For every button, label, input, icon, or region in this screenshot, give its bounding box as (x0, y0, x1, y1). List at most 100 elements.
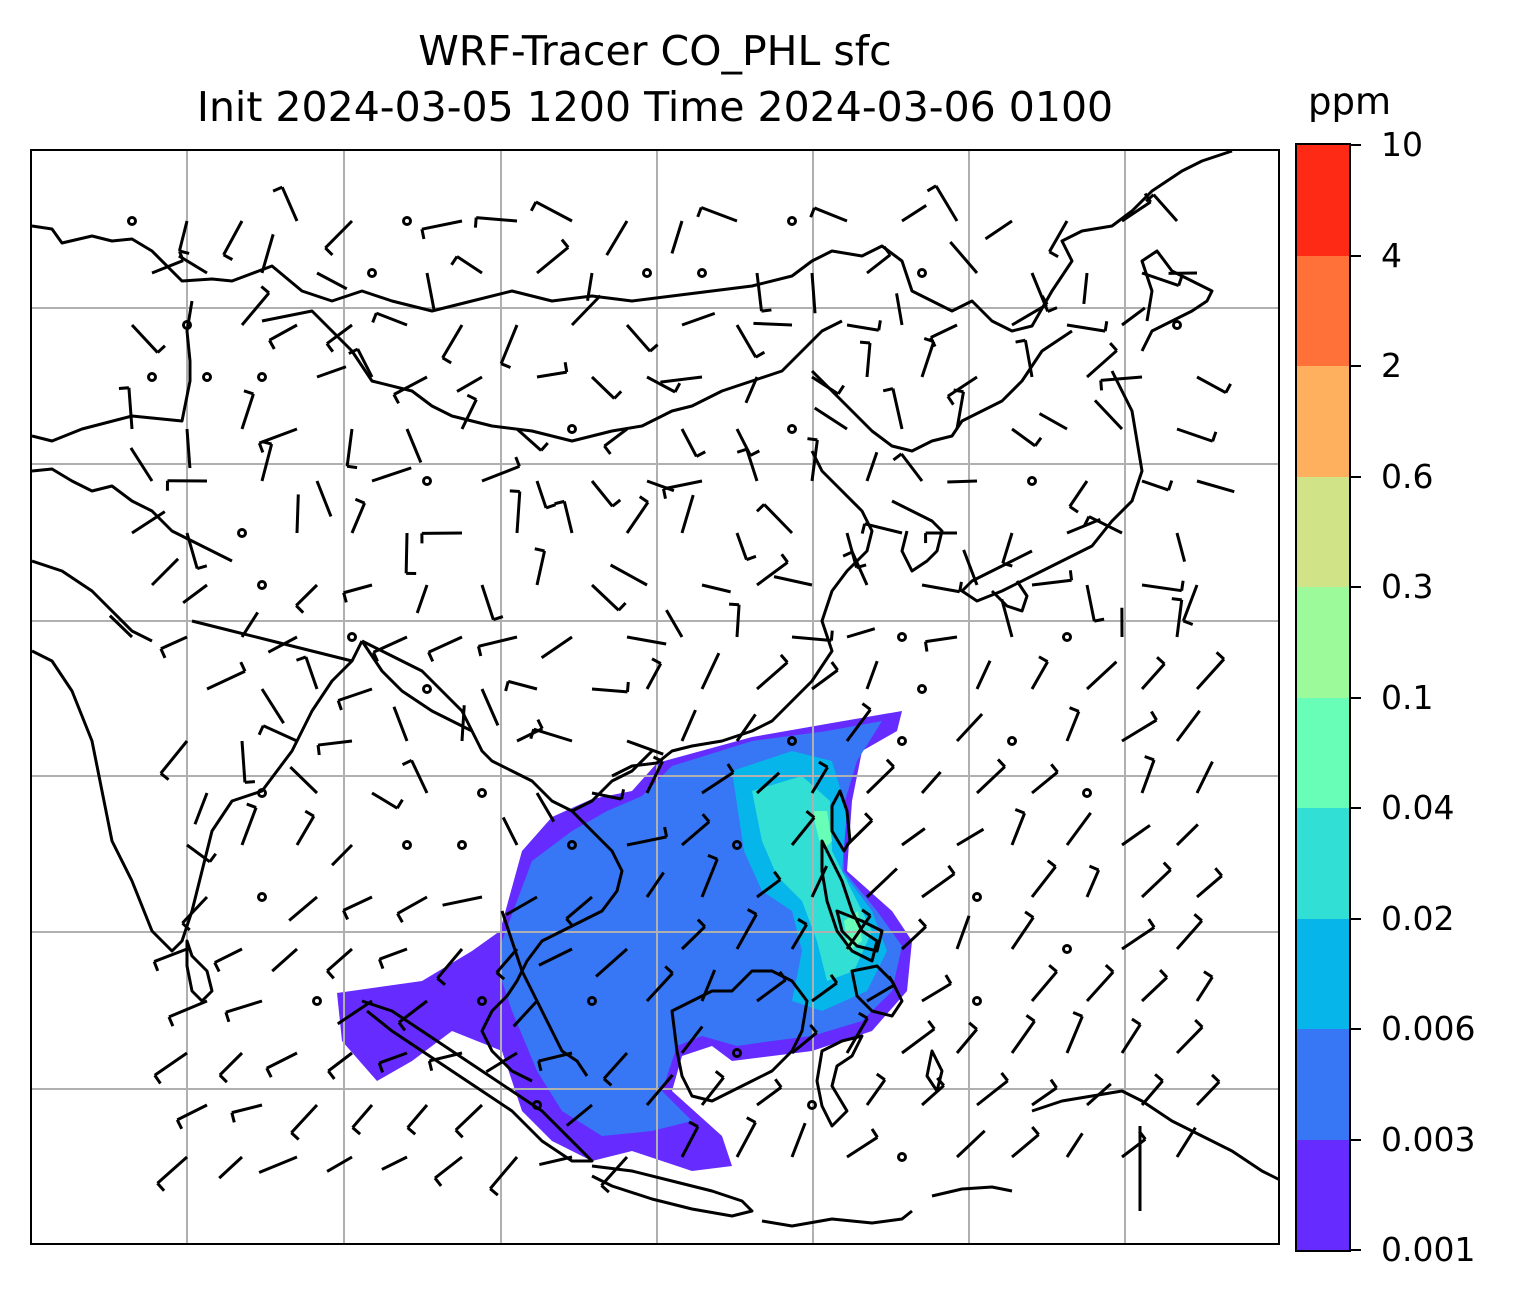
wind-barb (700, 858, 719, 898)
wind-barb-flag (729, 602, 740, 607)
wind-barb (1175, 532, 1187, 563)
wind-barb (218, 1051, 244, 1077)
wind-barb-flag (707, 853, 718, 861)
wind-barb (975, 660, 992, 690)
wind-barb-flag (392, 393, 400, 405)
wind-barb (755, 272, 763, 312)
wind-barb (753, 321, 793, 327)
wind-barb (397, 999, 428, 1024)
wind-barb (481, 464, 520, 483)
colorbar-tick (1351, 1138, 1361, 1141)
wind-barb (865, 451, 879, 482)
calm-wind-circle (807, 1100, 817, 1110)
wind-barb-flag (1068, 505, 1079, 514)
wind-barb-flag (837, 384, 845, 395)
calm-wind-circle (787, 216, 797, 226)
calm-wind-circle (972, 996, 982, 1006)
wind-barb-flag (883, 245, 892, 256)
wind-barb (975, 765, 1006, 795)
colorbar-band (1297, 918, 1349, 1029)
wind-barb-flag (714, 1070, 725, 1079)
wind-barb (590, 480, 614, 508)
wind-barb (181, 895, 209, 925)
colorbar-tick (1351, 475, 1361, 478)
wind-barb (160, 635, 188, 651)
wind-barb (984, 219, 1013, 241)
wind-barb-flag (433, 1177, 443, 1187)
wind-barb-flag (396, 912, 404, 924)
wind-barb-flag (923, 337, 935, 344)
wind-barb-flag (892, 452, 903, 462)
coast-mindanao (850, 964, 904, 1018)
wind-barb (1066, 518, 1101, 535)
wind-barb-flag (1210, 1073, 1221, 1083)
wind-barb (485, 1051, 518, 1073)
wind-barb (1082, 272, 1089, 305)
colorbar-tick (1351, 1249, 1361, 1251)
coast-manchuria (810, 329, 1073, 453)
wind-barb-flag (244, 780, 256, 784)
calm-wind-circle (567, 840, 577, 850)
wind-barb (680, 1025, 704, 1054)
wind-barb (865, 867, 898, 899)
calm-wind-circle (697, 268, 707, 278)
wind-barb (327, 1051, 353, 1073)
coast-timor (931, 1185, 1013, 1198)
wind-barb-flag (996, 758, 1006, 768)
wind-barb (151, 259, 184, 275)
wind-barb (156, 1155, 188, 1185)
calm-wind-circle (787, 424, 797, 434)
wind-barb (1085, 660, 1118, 691)
wind-barb (404, 532, 409, 574)
calm-wind-circle (127, 216, 137, 226)
wind-barb-flag (620, 789, 626, 800)
calm-wind-circle (732, 1048, 742, 1058)
wind-barb-flag (746, 1116, 757, 1124)
wind-barb (315, 480, 333, 517)
wind-barb (1195, 658, 1226, 691)
wind-barb-flag (563, 362, 569, 373)
wind-barb (921, 1084, 945, 1107)
wind-barb-flag (696, 206, 703, 218)
wind-barb (865, 342, 872, 378)
wind-barb (700, 969, 717, 1002)
wind-barb-flag (861, 908, 872, 917)
wind-barb (955, 391, 965, 430)
wind-barb (330, 843, 354, 867)
wind-barb (186, 843, 211, 863)
wind-barb-flag (1180, 580, 1185, 591)
wind-barb (700, 1076, 725, 1106)
colorbar-tick-label: 0.1 (1381, 677, 1434, 717)
wind-barb (240, 740, 247, 783)
coast-china-north-border (261, 309, 843, 443)
wind-barb (185, 428, 192, 469)
wind-barb-flag (625, 681, 630, 693)
wind-barb (680, 709, 697, 742)
wind-barb (625, 324, 652, 353)
wind-barb (845, 914, 872, 950)
wind-barb (295, 815, 316, 846)
wind-barb-flag (450, 255, 459, 266)
wind-barb-flag (673, 382, 682, 393)
wind-barb (681, 820, 711, 847)
colorbar-tick-label: 10 (1381, 125, 1423, 164)
wind-barb-flag (830, 661, 839, 672)
wind-barb-flag (1031, 1126, 1040, 1136)
wind-barb (811, 375, 840, 396)
colorbar-tick-label: 0.6 (1381, 456, 1434, 496)
wind-barb (1140, 868, 1172, 899)
wind-barb-flag (1099, 380, 1104, 391)
wind-barb-flag (701, 813, 711, 823)
wind-barb (735, 324, 758, 358)
wind-barb (460, 398, 478, 430)
wind-barb (813, 206, 848, 223)
wind-barb (185, 532, 199, 569)
wind-barb (645, 1074, 674, 1106)
wind-barb-flag (454, 1129, 464, 1139)
wind-barb (865, 765, 895, 795)
wind-barb (756, 978, 787, 1003)
wind-barb (735, 913, 758, 950)
calm-wind-circle (897, 632, 907, 642)
wind-barb (744, 376, 759, 404)
wind-barb (1088, 515, 1123, 535)
